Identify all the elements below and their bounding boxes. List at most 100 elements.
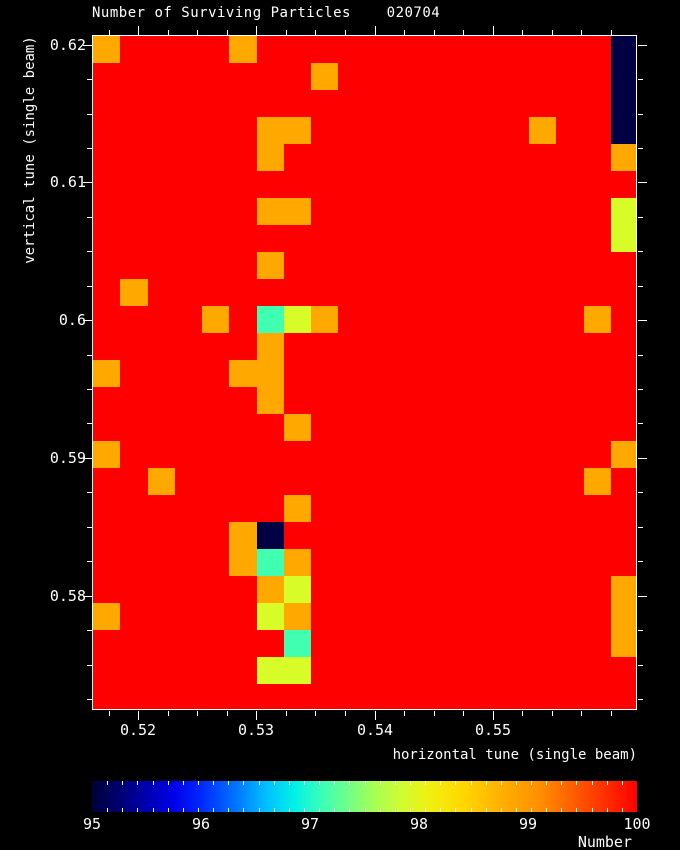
axis-tick bbox=[83, 182, 92, 183]
colorbar-tick bbox=[288, 781, 290, 785]
axis-tick bbox=[552, 711, 553, 716]
axis-tick bbox=[404, 711, 405, 716]
heatmap-cell bbox=[284, 117, 311, 144]
x-axis-tick-label: 0.55 bbox=[474, 721, 512, 739]
heatmap-cell bbox=[93, 603, 120, 630]
axis-tick bbox=[638, 561, 643, 562]
colorbar-tick-label: 96 bbox=[191, 815, 211, 833]
axis-tick bbox=[581, 30, 582, 35]
heatmap-cell bbox=[257, 333, 284, 360]
axis-tick bbox=[493, 26, 494, 35]
axis-tick bbox=[638, 114, 643, 115]
x-axis-tick-label: 0.54 bbox=[356, 721, 394, 739]
heatmap-cell bbox=[284, 549, 311, 576]
x-axis-title: horizontal tune (single beam) bbox=[392, 747, 637, 763]
heatmap-cell bbox=[584, 306, 611, 333]
axis-tick bbox=[87, 148, 92, 149]
colorbar-tick bbox=[122, 808, 124, 812]
heatmap-cell bbox=[584, 468, 611, 495]
colorbar-tick bbox=[213, 808, 215, 812]
heatmap-cell bbox=[611, 144, 636, 171]
colorbar-tick bbox=[334, 808, 336, 812]
axis-tick bbox=[638, 630, 643, 631]
axis-tick bbox=[552, 30, 553, 35]
heatmap-cell bbox=[229, 522, 257, 549]
colorbar-tick-label: 98 bbox=[409, 815, 429, 833]
axis-tick bbox=[638, 251, 643, 252]
colorbar-gradient bbox=[92, 781, 637, 812]
axis-tick bbox=[638, 458, 647, 459]
axis-tick bbox=[638, 665, 643, 666]
colorbar-tick bbox=[394, 808, 396, 812]
colorbar-tick-label: 100 bbox=[623, 815, 651, 833]
heatmap-cell bbox=[611, 36, 636, 63]
heatmap-cell bbox=[257, 144, 284, 171]
colorbar-tick-label: 95 bbox=[82, 815, 102, 833]
colorbar-tick bbox=[107, 808, 109, 812]
axis-tick bbox=[168, 711, 169, 716]
colorbar-tick bbox=[515, 781, 517, 785]
axis-tick bbox=[138, 711, 139, 720]
colorbar-tick bbox=[591, 808, 593, 812]
colorbar-tick bbox=[198, 781, 199, 785]
axis-tick bbox=[611, 711, 612, 716]
axis-tick bbox=[638, 45, 647, 46]
colorbar-tick bbox=[546, 808, 548, 812]
colorbar-tick bbox=[500, 808, 502, 812]
heatmap-cell bbox=[93, 360, 120, 387]
colorbar-tick-label: 99 bbox=[518, 815, 538, 833]
axis-tick bbox=[638, 527, 643, 528]
axis-tick bbox=[638, 389, 643, 390]
colorbar-tick bbox=[334, 781, 336, 785]
y-axis-tick-label: 0.62 bbox=[49, 36, 86, 54]
colorbar-tick bbox=[364, 808, 366, 812]
heatmap-cell bbox=[611, 225, 636, 252]
colorbar-tick bbox=[122, 781, 124, 785]
axis-tick bbox=[83, 45, 92, 46]
axis-tick bbox=[87, 217, 92, 218]
heatmap-plot bbox=[92, 35, 637, 710]
colorbar-tick bbox=[243, 781, 245, 785]
axis-tick bbox=[256, 711, 257, 720]
axis-tick bbox=[345, 30, 346, 35]
colorbar-tick bbox=[621, 808, 623, 812]
axis-tick bbox=[87, 389, 92, 390]
colorbar-tick bbox=[485, 781, 487, 785]
colorbar-tick bbox=[364, 781, 366, 785]
colorbar-tick bbox=[288, 808, 290, 812]
axis-tick bbox=[87, 561, 92, 562]
axis-tick bbox=[463, 711, 464, 716]
colorbar-tick bbox=[455, 808, 457, 812]
axis-tick bbox=[87, 79, 92, 80]
heatmap-cell bbox=[229, 360, 257, 387]
axis-tick bbox=[227, 30, 228, 35]
colorbar-tick bbox=[606, 808, 608, 812]
axis-tick bbox=[83, 596, 92, 597]
heatmap-cell bbox=[229, 549, 257, 576]
colorbar-tick bbox=[273, 808, 275, 812]
colorbar-tick bbox=[167, 781, 169, 785]
axis-tick bbox=[315, 30, 316, 35]
heatmap-cell bbox=[93, 36, 120, 63]
axis-tick bbox=[638, 699, 643, 700]
axis-tick bbox=[522, 30, 523, 35]
axis-tick bbox=[87, 630, 92, 631]
colorbar-tick bbox=[152, 808, 154, 812]
heatmap-cell bbox=[93, 441, 120, 468]
colorbar-tick bbox=[258, 781, 260, 785]
heatmap-cell bbox=[311, 63, 338, 90]
colorbar-tick bbox=[379, 808, 381, 812]
heatmap-cell bbox=[611, 630, 636, 657]
colorbar-tick bbox=[182, 781, 184, 785]
axis-tick bbox=[315, 711, 316, 716]
heatmap-cell bbox=[257, 306, 284, 333]
axis-tick bbox=[638, 182, 647, 183]
axis-tick bbox=[345, 711, 346, 716]
heatmap-cell bbox=[148, 468, 175, 495]
axis-tick bbox=[286, 711, 287, 716]
axis-tick bbox=[87, 286, 92, 287]
colorbar-tick bbox=[258, 808, 260, 812]
axis-tick bbox=[87, 355, 92, 356]
heatmap-cell bbox=[284, 495, 311, 522]
heatmap-cell bbox=[257, 387, 284, 414]
